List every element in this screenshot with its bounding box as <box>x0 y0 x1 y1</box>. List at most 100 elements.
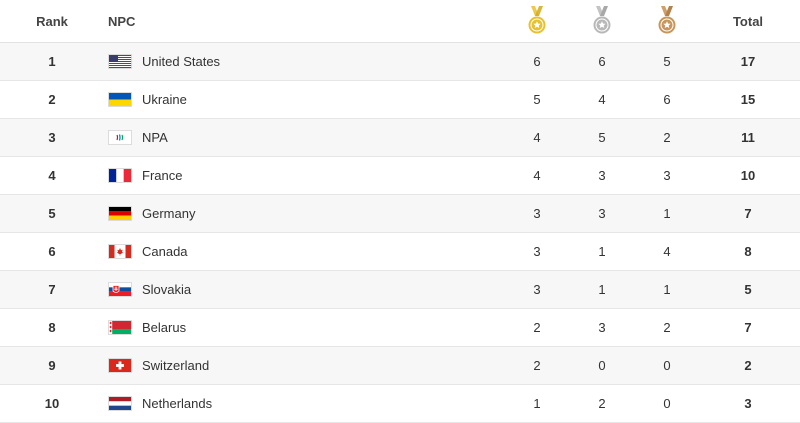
bronze-count: 2 <box>663 320 671 335</box>
gold-count: 2 <box>533 320 541 335</box>
gold-medal-icon <box>527 6 547 36</box>
silver-count: 1 <box>598 282 606 297</box>
gold-count: 5 <box>533 92 541 107</box>
total-count: 7 <box>744 320 752 335</box>
total-count: 8 <box>744 244 752 259</box>
npc-name[interactable]: United States <box>142 54 221 69</box>
table-row[interactable]: 2 Ukraine 5 4 6 15 <box>0 81 800 119</box>
flag-npa-icon <box>108 130 132 145</box>
bronze-count: 1 <box>663 206 671 221</box>
gold-count: 4 <box>533 130 541 145</box>
bronze-count: 2 <box>663 130 671 145</box>
total-count: 5 <box>744 282 752 297</box>
npc-name[interactable]: Switzerland <box>142 358 210 373</box>
rank-cell: 3 <box>48 130 56 145</box>
flag-slovakia-icon <box>108 282 132 297</box>
table-row[interactable]: 4 France 4 3 3 10 <box>0 157 800 195</box>
gold-count: 4 <box>533 168 541 183</box>
npc-name[interactable]: Belarus <box>142 320 187 335</box>
gold-column-header[interactable] <box>505 0 569 42</box>
npc-name[interactable]: Slovakia <box>142 282 192 297</box>
npc-name[interactable]: NPA <box>142 130 168 145</box>
table-row[interactable]: 3 NPA 4 5 2 11 <box>0 119 800 157</box>
rank-cell: 10 <box>44 396 60 411</box>
npc-cell: Canada <box>108 233 488 270</box>
total-count: 17 <box>740 54 756 69</box>
npc-name[interactable]: Ukraine <box>142 92 187 107</box>
rank-cell: 7 <box>48 282 56 297</box>
total-count: 11 <box>741 130 755 145</box>
rank-cell: 9 <box>48 358 56 373</box>
table-row[interactable]: 1 United States <box>0 43 800 81</box>
npc-cell: France <box>108 157 488 194</box>
total-count: 7 <box>744 206 752 221</box>
bronze-count: 6 <box>663 92 671 107</box>
rank-cell: 8 <box>48 320 56 335</box>
silver-count: 3 <box>598 206 606 221</box>
table-row[interactable]: 5 Germany 3 3 1 7 <box>0 195 800 233</box>
bronze-medal-icon <box>657 6 677 36</box>
bronze-count: 3 <box>663 168 671 183</box>
silver-count: 5 <box>598 130 606 145</box>
silver-count: 4 <box>598 92 606 107</box>
flag-france-icon <box>108 168 132 183</box>
rank-cell: 6 <box>48 244 56 259</box>
npc-cell: Ukraine <box>108 81 488 118</box>
rank-cell: 1 <box>48 54 56 69</box>
rank-cell: 2 <box>48 92 56 107</box>
table-row[interactable]: 6 Canada 3 1 4 8 <box>0 233 800 271</box>
npc-name[interactable]: France <box>142 168 183 183</box>
bronze-count: 5 <box>663 54 671 69</box>
silver-count: 1 <box>598 244 606 259</box>
silver-count: 3 <box>598 168 606 183</box>
rank-column-header[interactable]: Rank <box>36 13 68 29</box>
silver-count: 0 <box>598 358 606 373</box>
npc-cell: Netherlands <box>108 385 488 422</box>
silver-medal-icon <box>592 6 612 36</box>
bronze-count: 0 <box>663 396 671 411</box>
silver-count: 2 <box>598 396 606 411</box>
flag-netherlands-icon <box>108 396 132 411</box>
table-row[interactable]: 9 Switzerland 2 0 0 2 <box>0 347 800 385</box>
npc-cell: United States <box>108 43 488 80</box>
table-row[interactable]: 8 Belarus 2 3 2 7 <box>0 309 800 347</box>
npc-cell: Germany <box>108 195 488 232</box>
flag-canada-icon <box>108 244 132 259</box>
bronze-count: 4 <box>663 244 671 259</box>
gold-count: 3 <box>533 282 541 297</box>
bronze-column-header[interactable] <box>635 0 699 42</box>
flag-switzerland-icon <box>108 358 132 373</box>
total-column-header[interactable]: Total <box>732 13 764 29</box>
npc-cell: Slovakia <box>108 271 488 308</box>
table-header: Rank NPC <box>0 0 800 43</box>
flag-germany-icon <box>108 206 132 221</box>
gold-count: 3 <box>533 244 541 259</box>
total-count: 2 <box>744 358 752 373</box>
npc-name[interactable]: Canada <box>142 244 188 259</box>
npc-cell: Switzerland <box>108 347 488 384</box>
table-row[interactable]: 10 Netherlands 1 2 0 3 <box>0 385 800 423</box>
silver-count: 6 <box>598 54 606 69</box>
total-count: 10 <box>740 168 756 183</box>
npc-name[interactable]: Netherlands <box>142 396 213 411</box>
gold-count: 2 <box>533 358 541 373</box>
gold-count: 3 <box>533 206 541 221</box>
npc-cell: NPA <box>108 119 488 156</box>
flag-belarus-icon <box>108 320 132 335</box>
bronze-count: 0 <box>663 358 671 373</box>
flag-ukraine-icon <box>108 92 132 107</box>
bronze-count: 1 <box>663 282 671 297</box>
npc-cell: Belarus <box>108 309 488 346</box>
flag-united-states-icon <box>108 54 132 69</box>
rank-cell: 4 <box>48 168 56 183</box>
table-body: 1 United States <box>0 43 800 423</box>
npc-name[interactable]: Germany <box>142 206 196 221</box>
silver-count: 3 <box>598 320 606 335</box>
silver-column-header[interactable] <box>570 0 634 42</box>
table-row[interactable]: 7 Slovakia 3 1 1 5 <box>0 271 800 309</box>
total-count: 15 <box>740 92 756 107</box>
gold-count: 1 <box>533 396 541 411</box>
gold-count: 6 <box>533 54 541 69</box>
total-count: 3 <box>744 396 752 411</box>
npc-column-header[interactable]: NPC <box>108 13 136 29</box>
